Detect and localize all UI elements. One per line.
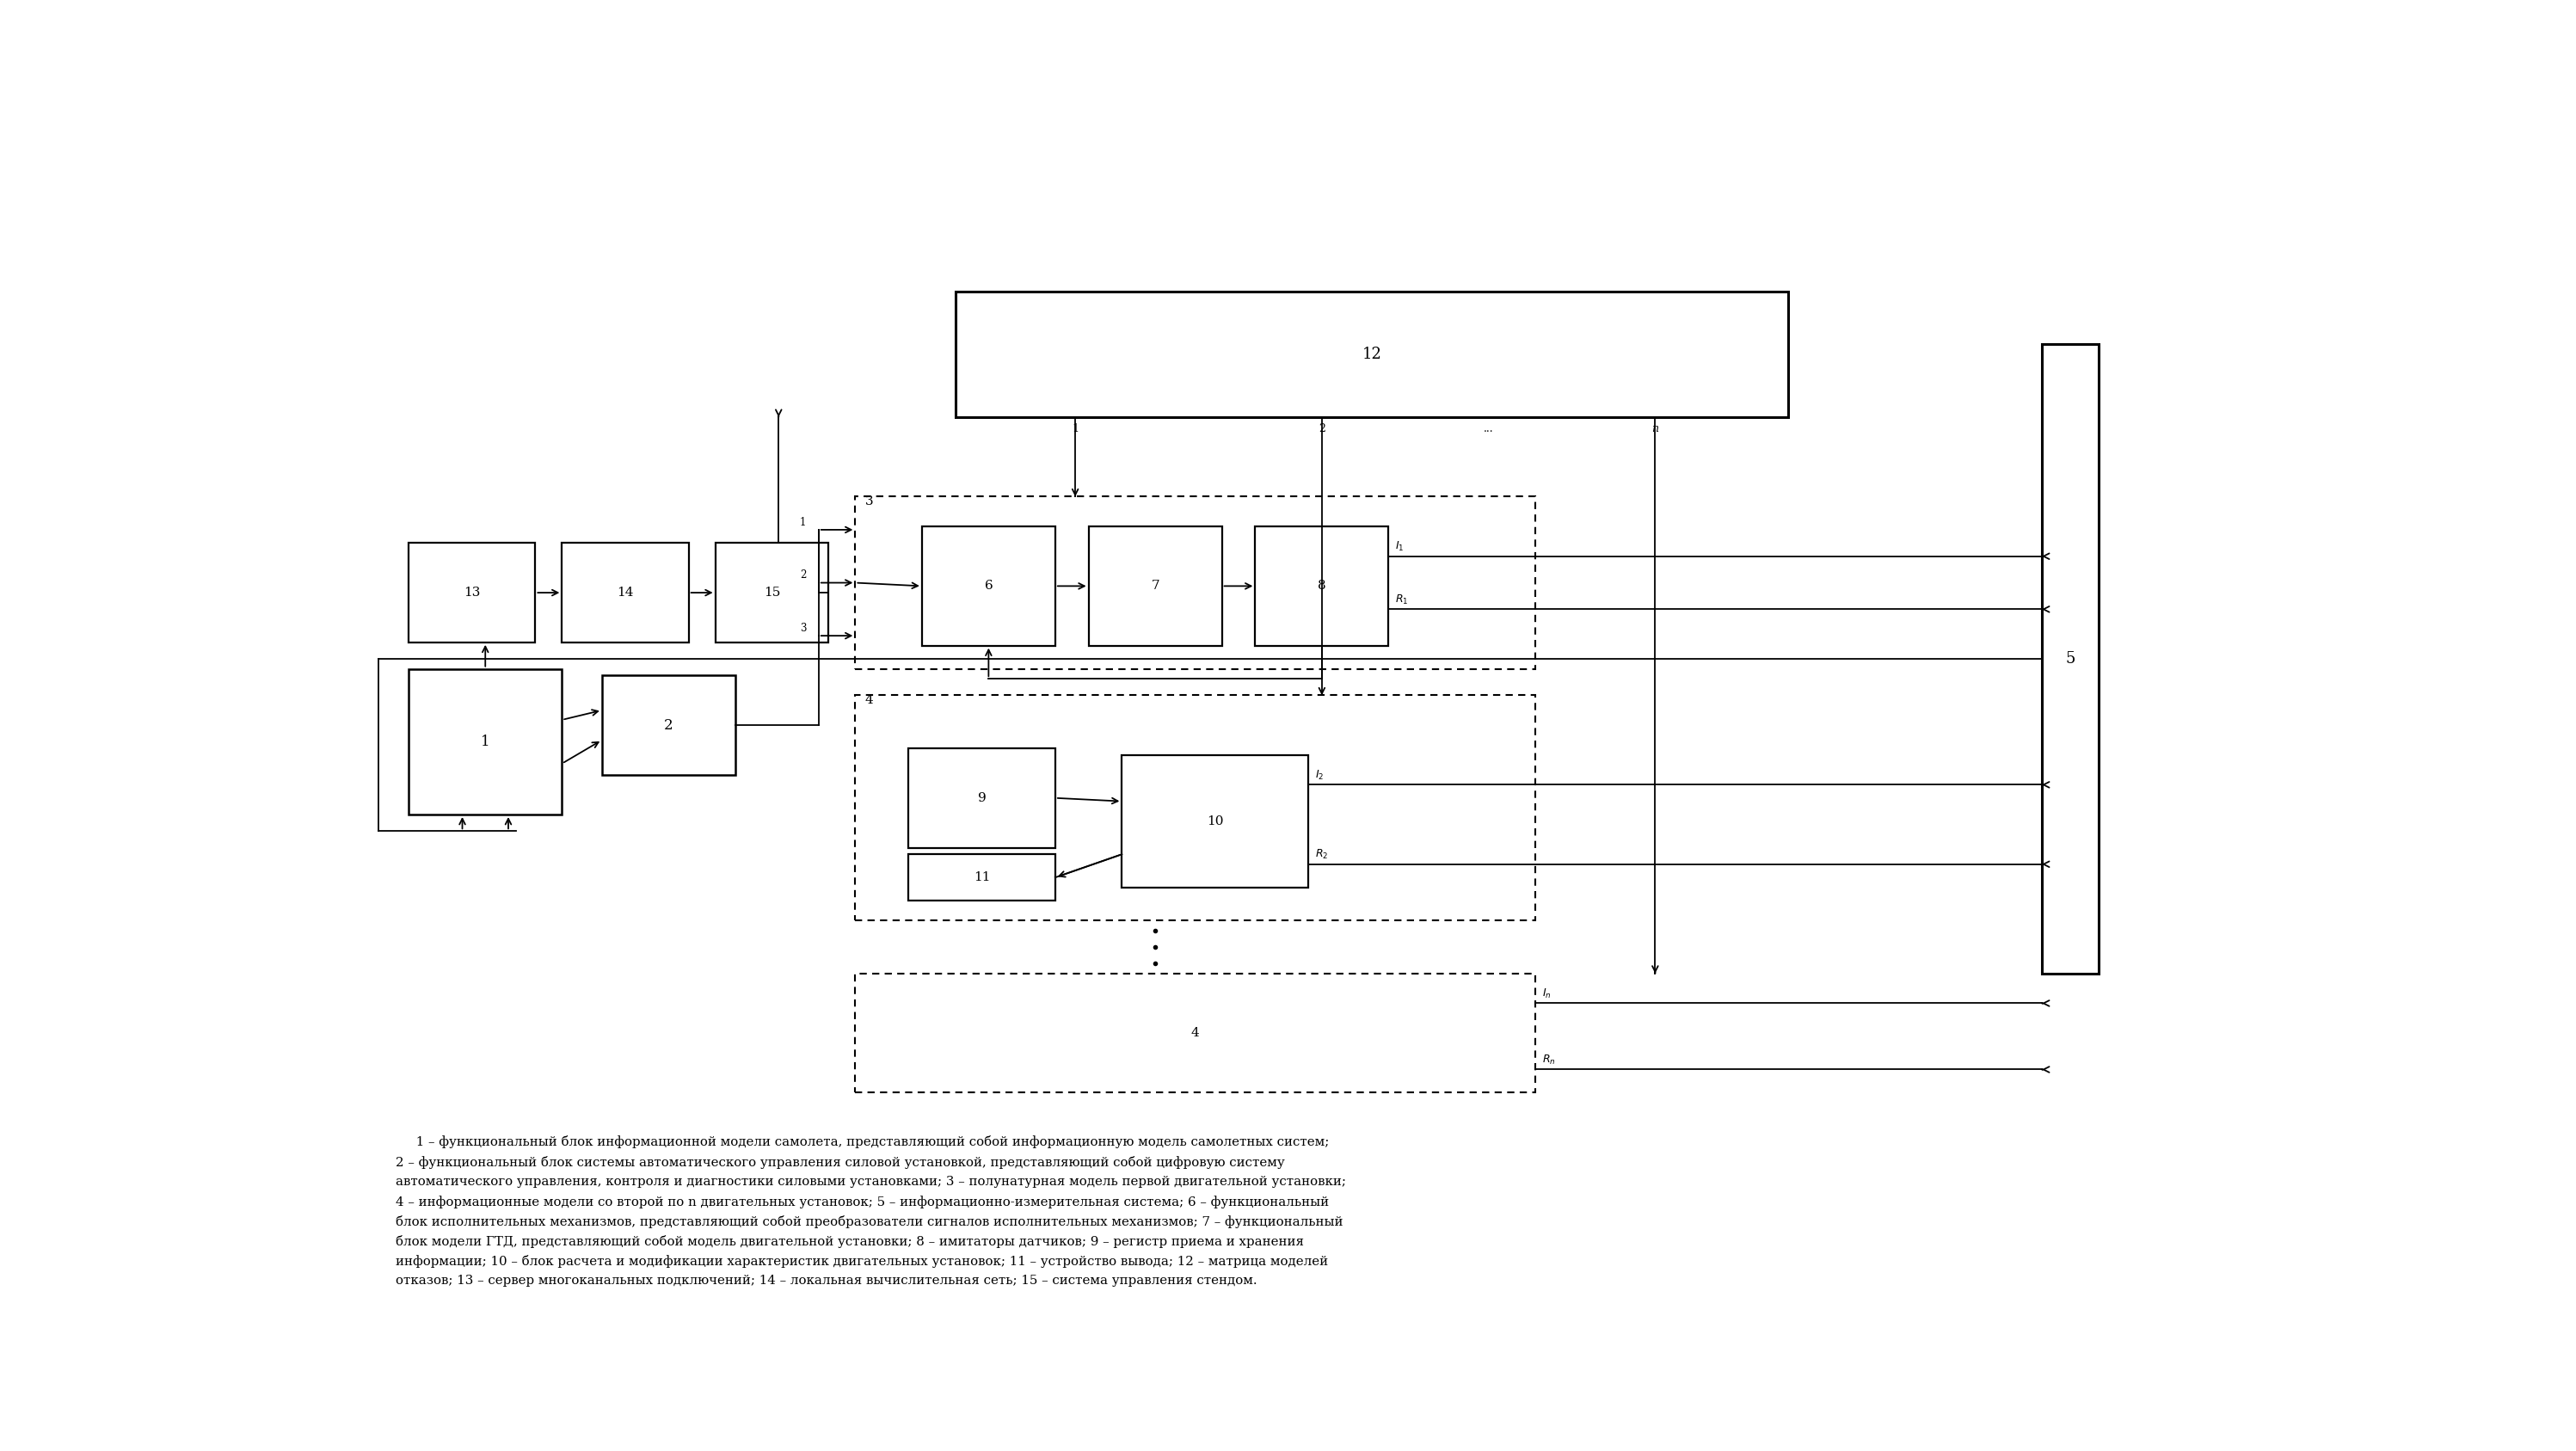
- Text: 14: 14: [616, 586, 634, 599]
- Text: 1 – функциональный блок информационной модели самолета, представляющий собой инф: 1 – функциональный блок информационной м…: [394, 1136, 1329, 1149]
- Bar: [1123, 755, 1309, 888]
- Bar: [855, 496, 1535, 669]
- Text: 8: 8: [1319, 580, 1327, 592]
- Bar: [1090, 527, 1221, 646]
- Text: $I_1$: $I_1$: [1396, 540, 1404, 553]
- Text: $I_n$: $I_n$: [1543, 987, 1551, 1000]
- Bar: [410, 543, 536, 643]
- Bar: [909, 749, 1056, 847]
- Bar: [909, 855, 1056, 901]
- Bar: [922, 527, 1056, 646]
- Text: 2 – функциональный блок системы автоматического управления силовой установкой, п: 2 – функциональный блок системы автомати…: [394, 1155, 1285, 1168]
- Text: 1: 1: [482, 734, 489, 749]
- Text: 1: 1: [801, 517, 806, 528]
- Text: отказов; 13 – сервер многоканальных подключений; 14 – локальная вычислительная с: отказов; 13 – сервер многоканальных подк…: [394, 1275, 1257, 1287]
- Text: ...: ...: [1484, 424, 1494, 434]
- Text: 4 – информационные модели со второй по n двигательных установок; 5 – информацион: 4 – информационные модели со второй по n…: [394, 1196, 1329, 1209]
- Text: 2: 2: [801, 569, 806, 580]
- Bar: [716, 543, 829, 643]
- Text: 2: 2: [665, 718, 672, 733]
- Text: блок исполнительных механизмов, представляющий собой преобразователи сигналов ис: блок исполнительных механизмов, представ…: [394, 1216, 1342, 1228]
- Bar: [562, 543, 688, 643]
- Text: $R_n$: $R_n$: [1543, 1053, 1556, 1066]
- Text: 1: 1: [1072, 424, 1079, 434]
- Text: $R_2$: $R_2$: [1316, 849, 1329, 860]
- Bar: [2043, 344, 2099, 974]
- Text: $I_2$: $I_2$: [1316, 769, 1324, 782]
- Bar: [956, 292, 1788, 418]
- Text: $R_1$: $R_1$: [1396, 593, 1409, 607]
- Text: n: n: [1651, 424, 1659, 434]
- Bar: [855, 695, 1535, 920]
- Text: 10: 10: [1206, 815, 1224, 827]
- Bar: [855, 974, 1535, 1093]
- Text: 3: 3: [801, 622, 806, 634]
- Text: 7: 7: [1151, 580, 1159, 592]
- Text: автоматического управления, контроля и диагностики силовыми установками; 3 – пол: автоматического управления, контроля и д…: [394, 1175, 1345, 1187]
- Text: 12: 12: [1363, 347, 1381, 361]
- Bar: [1255, 527, 1388, 646]
- Text: 6: 6: [984, 580, 992, 592]
- Text: 2: 2: [1319, 424, 1324, 434]
- Text: 4: 4: [1190, 1027, 1200, 1039]
- Text: 5: 5: [2066, 651, 2076, 666]
- Bar: [410, 669, 562, 814]
- Text: информации; 10 – блок расчета и модификации характеристик двигательных установок: информации; 10 – блок расчета и модифика…: [394, 1255, 1327, 1268]
- Text: 13: 13: [464, 586, 479, 599]
- Text: 11: 11: [974, 872, 989, 884]
- Text: 3: 3: [866, 495, 873, 508]
- Bar: [603, 676, 734, 775]
- Text: 15: 15: [762, 586, 781, 599]
- Text: блок модели ГТД, представляющий собой модель двигательной установки; 8 – имитато: блок модели ГТД, представляющий собой мо…: [394, 1235, 1303, 1248]
- Text: 4: 4: [866, 694, 873, 705]
- Text: 9: 9: [979, 792, 987, 804]
